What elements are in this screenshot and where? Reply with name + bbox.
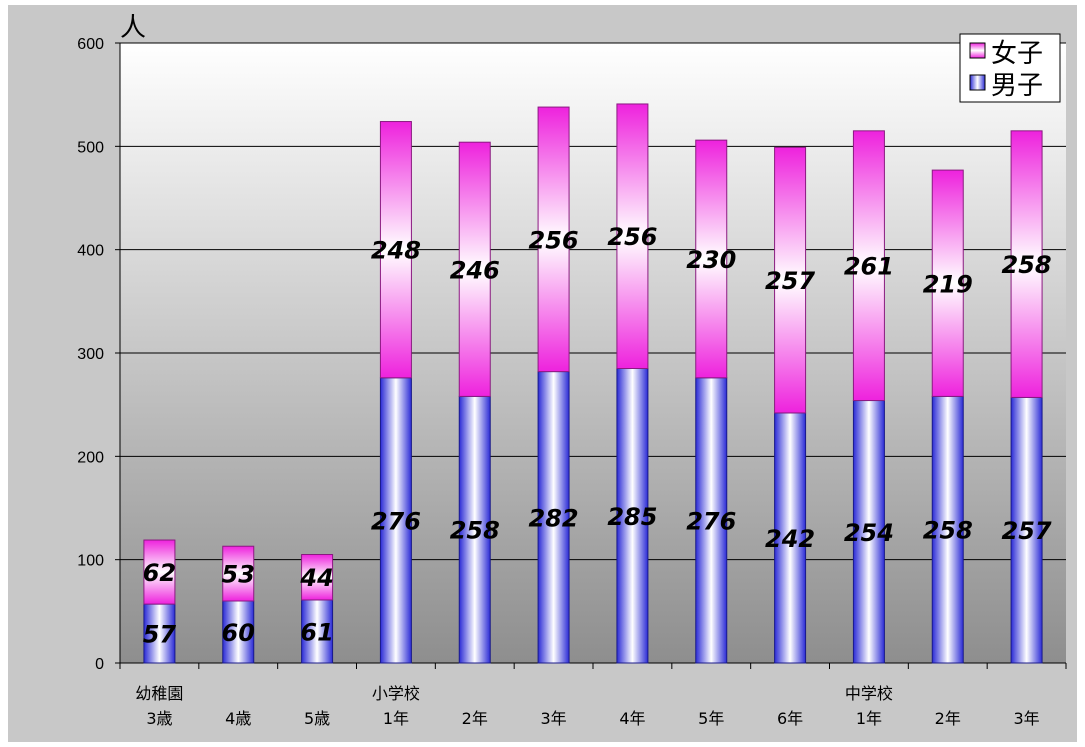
data-label-male: 254 [844,519,894,547]
data-label-male: 258 [450,517,500,545]
bar-female [458,141,491,397]
data-label-female: 44 [299,564,333,592]
data-label-male: 57 [143,621,177,649]
data-label-female: 219 [923,270,973,298]
y-tick-label: 100 [77,553,104,570]
bar-male [774,412,807,664]
x-category-label: 2年 [935,709,961,728]
x-category-label: 3年 [1013,709,1039,728]
data-label-female: 246 [450,256,500,284]
data-label-male: 258 [923,517,973,545]
y-unit-label: 人 [120,13,146,43]
bar-female [379,121,412,379]
y-tick-label: 500 [77,139,104,156]
bar-female [852,130,885,402]
data-label-male: 282 [529,504,579,532]
bar-male [616,368,649,664]
x-category-label: 1年 [856,709,882,728]
y-tick-label: 600 [77,36,104,53]
bar-male [695,377,728,664]
bar-male [931,395,964,664]
data-label-female: 62 [143,559,176,587]
bar-male [379,377,412,664]
y-tick-label: 0 [95,656,104,673]
data-label-female: 256 [607,223,657,251]
x-category-label: 2年 [462,709,488,728]
x-group-label: 中学校 [845,684,893,703]
x-category-label: 3歳 [146,709,172,728]
data-label-female: 53 [222,561,255,589]
bar-female [143,539,176,605]
data-label-male: 242 [765,525,815,553]
bar-female [616,103,649,369]
bar-female [301,554,334,601]
bar-female [537,106,570,373]
bar-male [222,600,255,664]
y-tick-label: 300 [77,346,104,363]
data-label-male: 276 [371,507,421,535]
x-category-label: 1年 [383,709,409,728]
bar-male [301,599,334,664]
bar-female [695,139,728,379]
bar-female [1010,130,1043,398]
data-label-female: 257 [765,267,815,295]
bar-female [774,146,807,414]
x-category-label: 4歳 [225,709,251,728]
data-label-female: 258 [1002,251,1052,279]
data-label-female: 256 [529,226,579,254]
data-label-male: 276 [686,507,736,535]
x-group-label: 小学校 [372,684,420,703]
legend-label-male: 男子 [991,71,1043,101]
data-label-male: 61 [300,618,333,646]
y-tick-label: 200 [77,449,104,466]
data-label-male: 285 [607,503,657,531]
x-category-label: 5年 [698,709,724,728]
x-category-label: 5歳 [304,709,330,728]
legend-label-female: 女子 [991,39,1043,69]
data-label-male: 60 [222,619,255,647]
x-group-label: 幼稚園 [135,684,183,703]
x-category-label: 3年 [540,709,566,728]
bar-male [1010,396,1043,664]
bar-female [931,169,964,397]
data-label-female: 261 [844,253,894,281]
legend-swatch-male [969,74,986,91]
data-label-male: 257 [1002,517,1052,545]
legend-swatch-female [969,42,986,59]
bar-female [222,545,255,602]
bar-male [537,371,570,664]
bar-male [852,400,885,664]
data-label-female: 248 [371,237,421,265]
data-label-female: 230 [686,246,736,274]
legend-box [959,33,1061,103]
x-category-label: 4年 [619,709,645,728]
x-category-label: 6年 [777,709,803,728]
y-tick-label: 400 [77,243,104,260]
